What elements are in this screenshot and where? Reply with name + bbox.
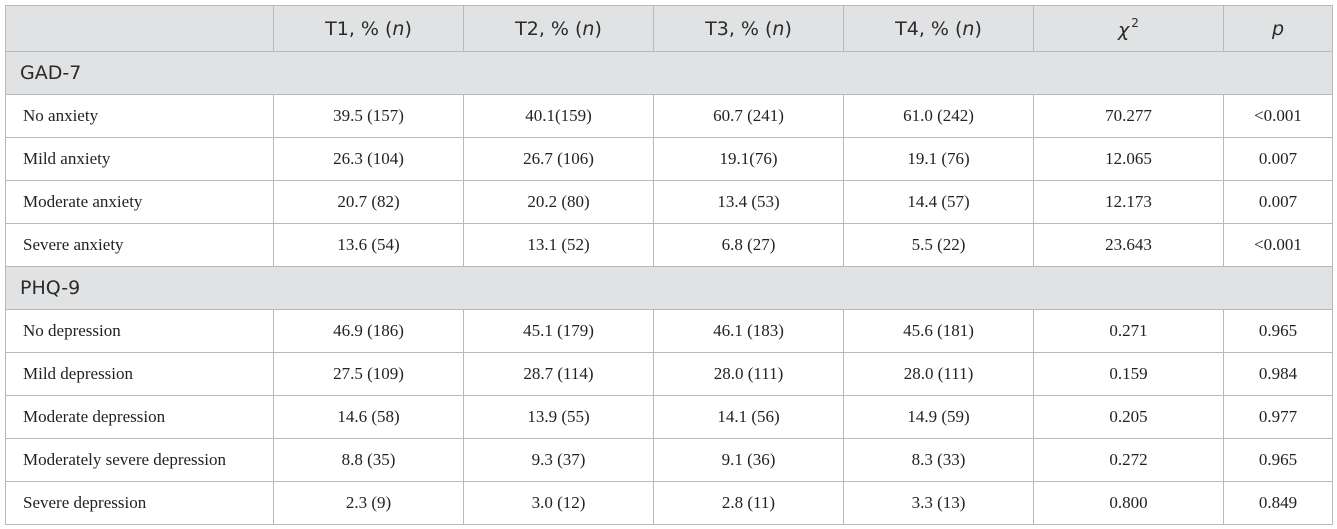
cell-t2: 13.1 (52) <box>463 223 654 267</box>
cell-t2: 28.7 (114) <box>463 352 654 396</box>
cell-p: 0.965 <box>1223 438 1333 482</box>
table-row: Moderate depression 14.6 (58) 13.9 (55) 14.… <box>5 395 1333 439</box>
header-t3: T3, % (n) <box>653 5 844 52</box>
cell-t4: 14.9 (59) <box>843 395 1034 439</box>
row-label: Moderate anxiety <box>5 180 274 224</box>
table-row: Mild anxiety 26.3 (104) 26.7 (106) 19.1(76)… <box>5 137 1333 181</box>
cell-t3: 19.1(76) <box>653 137 844 181</box>
cell-chi2: 0.159 <box>1033 352 1224 396</box>
cell-p: 0.007 <box>1223 137 1333 181</box>
cell-t1: 8.8 (35) <box>273 438 464 482</box>
row-label: Moderate depression <box>5 395 274 439</box>
table-row: Severe anxiety 13.6 (54) 13.1 (52) 6.8 (27)… <box>5 223 1333 267</box>
cell-t1: 46.9 (186) <box>273 309 464 353</box>
cell-t2: 9.3 (37) <box>463 438 654 482</box>
cell-p: 0.007 <box>1223 180 1333 224</box>
table-row: Mild depression 27.5 (109) 28.7 (114) 28.0 … <box>5 352 1333 396</box>
cell-t1: 14.6 (58) <box>273 395 464 439</box>
cell-t1: 13.6 (54) <box>273 223 464 267</box>
cell-t3: 2.8 (11) <box>653 481 844 525</box>
cell-t2: 20.2 (80) <box>463 180 654 224</box>
cell-t3: 46.1 (183) <box>653 309 844 353</box>
cell-t1: 26.3 (104) <box>273 137 464 181</box>
table-body: GAD-7 No anxiety 39.5 (157) 40.1(159) 60.7 (… <box>5 51 1333 525</box>
cell-t3: 9.1 (36) <box>653 438 844 482</box>
cell-chi2: 0.800 <box>1033 481 1224 525</box>
cell-t3: 60.7 (241) <box>653 94 844 138</box>
cell-t2: 40.1(159) <box>463 94 654 138</box>
cell-t4: 14.4 (57) <box>843 180 1034 224</box>
row-label: Severe depression <box>5 481 274 525</box>
cell-p: 0.965 <box>1223 309 1333 353</box>
cell-p: 0.849 <box>1223 481 1333 525</box>
row-label: Moderately severe depression <box>5 438 274 482</box>
cell-t4: 45.6 (181) <box>843 309 1034 353</box>
cell-chi2: 12.173 <box>1033 180 1224 224</box>
cell-chi2: 12.065 <box>1033 137 1224 181</box>
cell-t4: 5.5 (22) <box>843 223 1034 267</box>
cell-chi2: 0.205 <box>1033 395 1224 439</box>
cell-t4: 3.3 (13) <box>843 481 1034 525</box>
section-header-row: GAD-7 <box>5 51 1333 95</box>
row-label: Mild anxiety <box>5 137 274 181</box>
cell-t3: 6.8 (27) <box>653 223 844 267</box>
results-table: T1, % (n) T2, % (n) T3, % (n) T4, % (n) … <box>5 5 1333 525</box>
cell-t2: 45.1 (179) <box>463 309 654 353</box>
cell-t2: 3.0 (12) <box>463 481 654 525</box>
section-title: GAD-7 <box>5 51 1333 95</box>
section-header-row: PHQ-9 <box>5 266 1333 310</box>
header-t4: T4, % (n) <box>843 5 1034 52</box>
cell-t1: 27.5 (109) <box>273 352 464 396</box>
cell-chi2: 70.277 <box>1033 94 1224 138</box>
cell-t4: 19.1 (76) <box>843 137 1034 181</box>
table-row: No anxiety 39.5 (157) 40.1(159) 60.7 (241) 6… <box>5 94 1333 138</box>
cell-p: 0.977 <box>1223 395 1333 439</box>
cell-t4: 8.3 (33) <box>843 438 1034 482</box>
cell-chi2: 23.643 <box>1033 223 1224 267</box>
header-t1: T1, % (n) <box>273 5 464 52</box>
cell-t2: 13.9 (55) <box>463 395 654 439</box>
row-label: Severe anxiety <box>5 223 274 267</box>
cell-p: 0.984 <box>1223 352 1333 396</box>
cell-t3: 28.0 (111) <box>653 352 844 396</box>
cell-chi2: 0.271 <box>1033 309 1224 353</box>
table-row: No depression 46.9 (186) 45.1 (179) 46.1 (1… <box>5 309 1333 353</box>
header-blank-cell <box>5 5 274 52</box>
table-row: Moderately severe depression 8.8 (35) 9.3 … <box>5 438 1333 482</box>
cell-t2: 26.7 (106) <box>463 137 654 181</box>
cell-t1: 20.7 (82) <box>273 180 464 224</box>
row-label: No anxiety <box>5 94 274 138</box>
cell-p: <0.001 <box>1223 94 1333 138</box>
cell-t1: 39.5 (157) <box>273 94 464 138</box>
row-label: Mild depression <box>5 352 274 396</box>
row-label: No depression <box>5 309 274 353</box>
cell-t3: 13.4 (53) <box>653 180 844 224</box>
header-p-value: p <box>1223 5 1333 52</box>
cell-t3: 14.1 (56) <box>653 395 844 439</box>
cell-t4: 28.0 (111) <box>843 352 1034 396</box>
section-title: PHQ-9 <box>5 266 1333 310</box>
header-row: T1, % (n) T2, % (n) T3, % (n) T4, % (n) … <box>5 5 1333 52</box>
cell-t1: 2.3 (9) <box>273 481 464 525</box>
table-row: Severe depression 2.3 (9) 3.0 (12) 2.8 (11)… <box>5 481 1333 525</box>
cell-p: <0.001 <box>1223 223 1333 267</box>
table-row: Moderate anxiety 20.7 (82) 20.2 (80) 13.4 (… <box>5 180 1333 224</box>
header-t2: T2, % (n) <box>463 5 654 52</box>
cell-chi2: 0.272 <box>1033 438 1224 482</box>
cell-t4: 61.0 (242) <box>843 94 1034 138</box>
